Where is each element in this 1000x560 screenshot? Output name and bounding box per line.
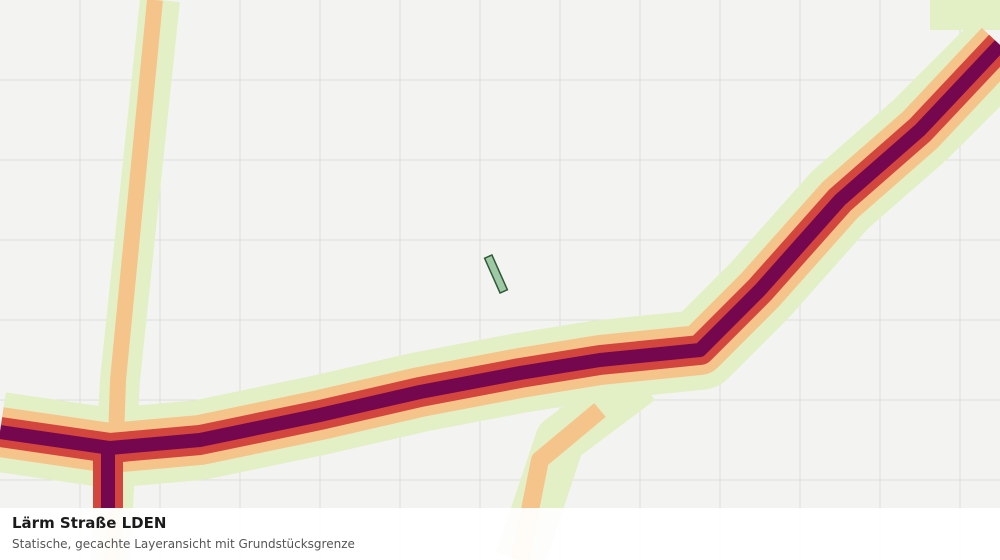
info-panel: Lärm Straße LDEN Statische, gecachte Lay… [0, 508, 1000, 560]
layer-title: Lärm Straße LDEN [12, 514, 167, 532]
noise-band-max [0, 40, 1000, 455]
layer-subtitle: Statische, gecachte Layeransicht mit Gru… [12, 537, 355, 551]
parcel-boundary[interactable] [483, 254, 509, 294]
